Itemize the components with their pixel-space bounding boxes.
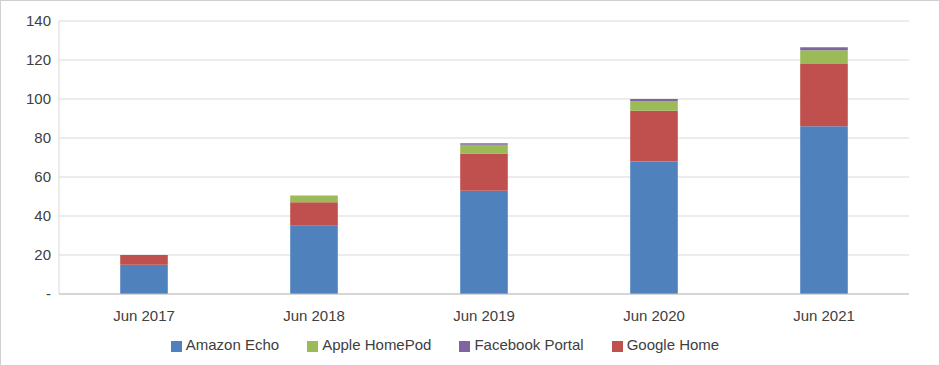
html-text:Amazon Echo: Amazon Echo [185,336,280,353]
svg-text:20: 20 [34,246,51,263]
html-text:Google Home: Google Home [626,336,720,353]
svg-text:Jun 2020: Jun 2020 [623,307,685,324]
svg-text:100: 100 [26,90,51,107]
svg-text:Jun 2017: Jun 2017 [113,307,175,324]
svg-text:60: 60 [34,168,51,185]
svg-text:80: 80 [34,129,51,146]
html-text:Apple HomePod: Apple HomePod [322,336,432,353]
svg-text:120: 120 [26,51,51,68]
svg-text:40: 40 [34,207,51,224]
svg-text:Jun 2018: Jun 2018 [283,307,345,324]
svg-text:140: 140 [26,12,51,29]
svg-text:Jun 2019: Jun 2019 [453,307,515,324]
svg-text:-: - [46,285,51,302]
svg-text:Jun 2021: Jun 2021 [793,307,855,324]
html-text:Facebook Portal: Facebook Portal [474,336,584,353]
